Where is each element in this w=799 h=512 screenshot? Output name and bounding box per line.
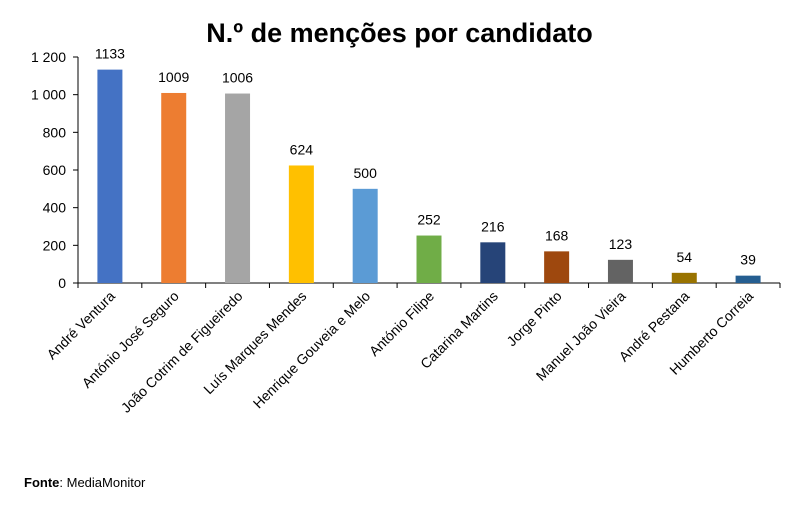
bar bbox=[544, 251, 570, 283]
y-tick-label: 400 bbox=[43, 200, 67, 216]
bar bbox=[161, 92, 187, 283]
bar bbox=[671, 272, 697, 283]
source-text: MediaMonitor bbox=[66, 475, 146, 490]
data-label: 252 bbox=[417, 212, 441, 228]
bar bbox=[288, 165, 314, 283]
data-label: 216 bbox=[481, 218, 505, 234]
bar bbox=[480, 242, 506, 283]
chart-title: N.º de menções por candidato bbox=[206, 18, 593, 48]
category-label: Henrique Gouveia e Melo bbox=[250, 288, 374, 412]
category-label: Jorge Pinto bbox=[503, 288, 565, 350]
data-label: 123 bbox=[609, 236, 633, 252]
data-label: 168 bbox=[545, 227, 569, 243]
data-label: 1133 bbox=[95, 46, 125, 62]
source-label: Fonte bbox=[24, 475, 60, 490]
category-label: António Filipe bbox=[366, 288, 437, 359]
data-label: 624 bbox=[290, 141, 314, 157]
y-tick-label: 1 000 bbox=[31, 87, 66, 103]
data-label: 54 bbox=[676, 249, 692, 265]
bar-chart: 0 200 400 600 800 1 000 1 200 1133 1009 1006 624 5… bbox=[31, 46, 781, 416]
y-tick-label: 1 200 bbox=[31, 49, 66, 65]
bar bbox=[735, 275, 761, 283]
data-label: 1009 bbox=[158, 69, 189, 85]
y-tick-label: 0 bbox=[58, 275, 66, 291]
category-label: João Cotrim de Figueiredo bbox=[118, 288, 246, 416]
bar bbox=[607, 259, 633, 283]
y-tick-label: 600 bbox=[43, 162, 67, 178]
y-axis: 0 200 400 600 800 1 000 1 200 bbox=[31, 49, 79, 291]
data-label: 39 bbox=[740, 252, 756, 268]
bar bbox=[416, 235, 442, 283]
data-labels: 1133 1009 1006 624 500 252 216 168 123 54 39 bbox=[95, 46, 756, 268]
bars bbox=[97, 69, 761, 283]
bar bbox=[225, 93, 251, 283]
y-tick-label: 200 bbox=[43, 237, 67, 253]
data-label: 500 bbox=[354, 165, 378, 181]
bar bbox=[352, 188, 378, 283]
data-label: 1006 bbox=[222, 70, 253, 86]
bar bbox=[97, 69, 123, 283]
y-tick-label: 800 bbox=[43, 124, 67, 140]
source-note: Fonte: MediaMonitor bbox=[24, 475, 146, 490]
x-axis bbox=[77, 282, 781, 288]
